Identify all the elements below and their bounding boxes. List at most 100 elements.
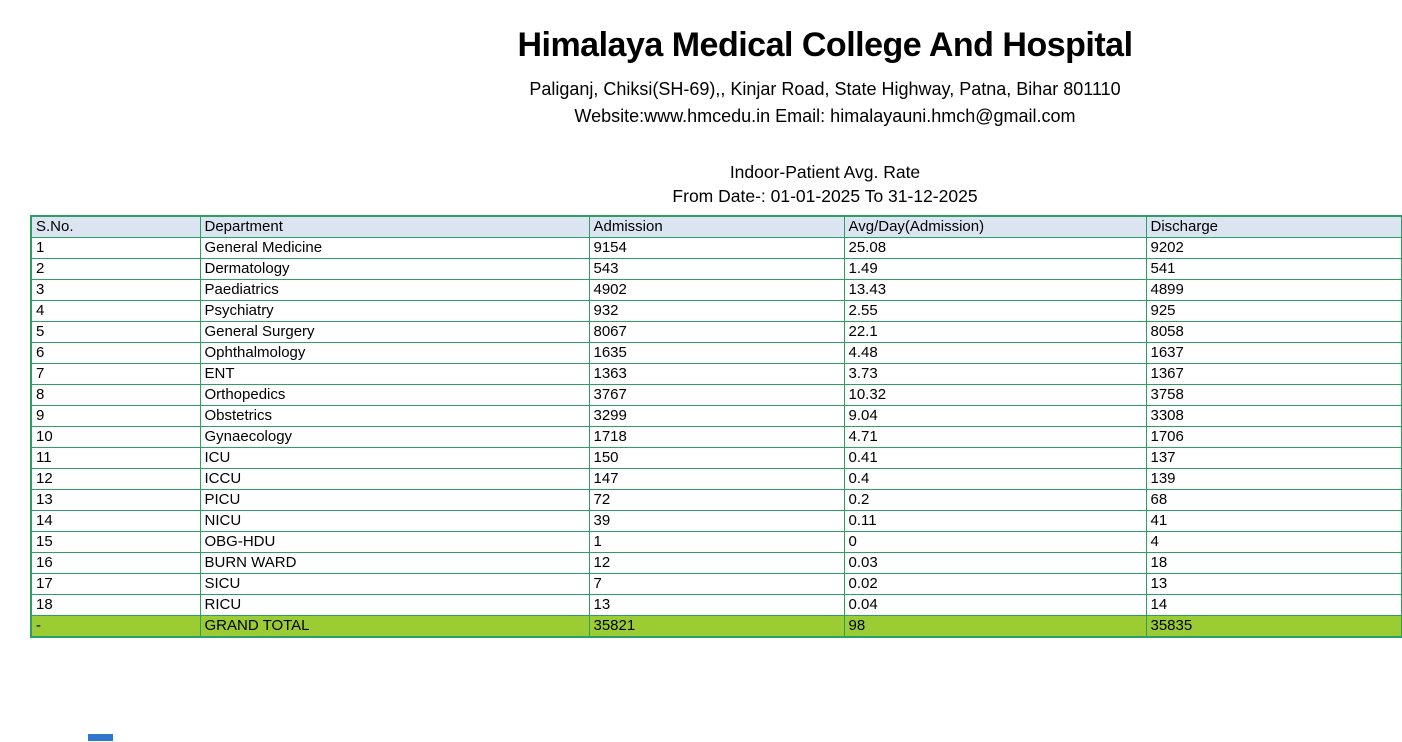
table-row: 6 Ophthalmology 1635 4.48 1637 — [30, 342, 1402, 364]
report-title: Indoor-Patient Avg. Rate — [729, 162, 921, 182]
table-row: 10 Gynaecology 1718 4.71 1706 — [30, 426, 1402, 448]
cell-sno: - — [30, 615, 201, 638]
cell-avg-day: 0 — [843, 531, 1147, 553]
cell-discharge: 14 — [1145, 594, 1402, 616]
column-header-avg-day: Avg/Day(Admission) — [843, 215, 1147, 238]
cell-admission: 12 — [588, 552, 845, 574]
cell-department: ICU — [199, 447, 590, 469]
cell-discharge: 925 — [1145, 300, 1402, 322]
cell-discharge: 8058 — [1145, 321, 1402, 343]
table-row: 12 ICCU 147 0.4 139 — [30, 468, 1402, 490]
cell-department: BURN WARD — [199, 552, 590, 574]
cell-sno: 16 — [30, 552, 201, 574]
cell-department: Gynaecology — [199, 426, 590, 448]
cell-admission: 3767 — [588, 384, 845, 406]
cell-avg-day: 0.03 — [843, 552, 1147, 574]
cell-sno: 14 — [30, 510, 201, 532]
cell-discharge: 4 — [1145, 531, 1402, 553]
cell-department: RICU — [199, 594, 590, 616]
cell-sno: 5 — [30, 321, 201, 343]
cell-discharge: 13 — [1145, 573, 1402, 595]
cell-discharge: 18 — [1145, 552, 1402, 574]
cell-sno: 3 — [30, 279, 201, 301]
table-row: 5 General Surgery 8067 22.1 8058 — [30, 321, 1402, 343]
cell-department: OBG-HDU — [199, 531, 590, 553]
cell-sno: 6 — [30, 342, 201, 364]
cell-sno: 17 — [30, 573, 201, 595]
cell-avg-day: 0.04 — [843, 594, 1147, 616]
report-date-range: From Date-: 01-01-2025 To 31-12-2025 — [672, 186, 978, 206]
cell-department: Orthopedics — [199, 384, 590, 406]
cell-discharge: 4899 — [1145, 279, 1402, 301]
cell-avg-day: 9.04 — [843, 405, 1147, 427]
cell-avg-day: 0.41 — [843, 447, 1147, 469]
cell-sno: 11 — [30, 447, 201, 469]
cell-discharge: 35835 — [1145, 615, 1402, 638]
table-row: 1 General Medicine 9154 25.08 9202 — [30, 237, 1402, 259]
cell-admission: 39 — [588, 510, 845, 532]
cell-admission: 9154 — [588, 237, 845, 259]
cell-admission: 1 — [588, 531, 845, 553]
cell-department: Dermatology — [199, 258, 590, 280]
cell-avg-day: 4.71 — [843, 426, 1147, 448]
table-row: 16 BURN WARD 12 0.03 18 — [30, 552, 1402, 574]
table-row: 13 PICU 72 0.2 68 — [30, 489, 1402, 511]
cell-admission: 1363 — [588, 363, 845, 385]
table-row: 8 Orthopedics 3767 10.32 3758 — [30, 384, 1402, 406]
cell-admission: 147 — [588, 468, 845, 490]
cell-sno: 9 — [30, 405, 201, 427]
hospital-address: Paliganj, Chiksi(SH-69),, Kinjar Road, S… — [529, 79, 1121, 99]
cell-avg-day: 22.1 — [843, 321, 1147, 343]
cell-admission: 150 — [588, 447, 845, 469]
cell-avg-day: 25.08 — [843, 237, 1147, 259]
cell-avg-day: 4.48 — [843, 342, 1147, 364]
table-row: 4 Psychiatry 932 2.55 925 — [30, 300, 1402, 322]
cell-avg-day: 10.32 — [843, 384, 1147, 406]
cell-discharge: 1706 — [1145, 426, 1402, 448]
cell-department: ICCU — [199, 468, 590, 490]
cell-discharge: 41 — [1145, 510, 1402, 532]
cell-discharge: 9202 — [1145, 237, 1402, 259]
cell-department: General Surgery — [199, 321, 590, 343]
table-row: 11 ICU 150 0.41 137 — [30, 447, 1402, 469]
table-row: 2 Dermatology 543 1.49 541 — [30, 258, 1402, 280]
cell-department: Ophthalmology — [199, 342, 590, 364]
column-header-discharge: Discharge — [1145, 215, 1402, 238]
table-header: S.No. Department Admission Avg/Day(Admis… — [30, 215, 1402, 238]
hospital-title: Himalaya Medical College And Hospital — [517, 26, 1133, 64]
table-row: 17 SICU 7 0.02 13 — [30, 573, 1402, 595]
table-row: 7 ENT 1363 3.73 1367 — [30, 363, 1402, 385]
table-body: 1 General Medicine 9154 25.08 9202 2 Dermatolo… — [30, 237, 1402, 638]
indoor-patient-table: S.No. Department Admission Avg/Day(Admis… — [30, 215, 1402, 638]
cell-department: NICU — [199, 510, 590, 532]
cell-admission: 543 — [588, 258, 845, 280]
column-header-sno: S.No. — [30, 215, 201, 238]
cell-discharge: 68 — [1145, 489, 1402, 511]
cell-sno: 2 — [30, 258, 201, 280]
report-page: Himalaya Medical College And Hospital Pa… — [30, 26, 1402, 741]
grand-total-row: - GRAND TOTAL 35821 98 35835 — [30, 615, 1402, 638]
table-row: 9 Obstetrics 3299 9.04 3308 — [30, 405, 1402, 427]
cell-sno: 15 — [30, 531, 201, 553]
cell-sno: 13 — [30, 489, 201, 511]
cell-discharge: 3308 — [1145, 405, 1402, 427]
cell-sno: 4 — [30, 300, 201, 322]
cell-sno: 10 — [30, 426, 201, 448]
bottom-blue-bar — [88, 734, 113, 741]
cell-admission: 13 — [588, 594, 845, 616]
cell-sno: 1 — [30, 237, 201, 259]
cell-admission: 932 — [588, 300, 845, 322]
cell-avg-day: 0.02 — [843, 573, 1147, 595]
cell-admission: 35821 — [588, 615, 845, 638]
cell-department: Obstetrics — [199, 405, 590, 427]
table-row: 15 OBG-HDU 1 0 4 — [30, 531, 1402, 553]
cell-admission: 4902 — [588, 279, 845, 301]
cell-avg-day: 2.55 — [843, 300, 1147, 322]
cell-admission: 8067 — [588, 321, 845, 343]
cell-avg-day: 13.43 — [843, 279, 1147, 301]
table-header-row: S.No. Department Admission Avg/Day(Admis… — [30, 215, 1402, 238]
cell-sno: 18 — [30, 594, 201, 616]
cell-discharge: 139 — [1145, 468, 1402, 490]
column-header-department: Department — [199, 215, 590, 238]
column-header-admission: Admission — [588, 215, 845, 238]
